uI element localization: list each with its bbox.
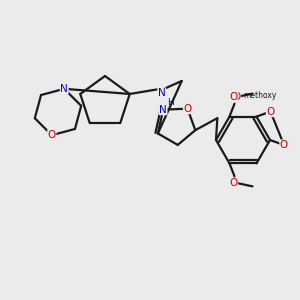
Text: O: O [232, 92, 241, 102]
Text: N: N [159, 105, 167, 115]
Text: methoxy: methoxy [244, 91, 277, 100]
Text: N: N [158, 88, 166, 98]
Text: O: O [280, 140, 288, 150]
Text: N: N [60, 84, 68, 94]
Text: O: O [266, 106, 274, 117]
Text: O: O [230, 92, 238, 102]
Text: O: O [183, 103, 192, 114]
Text: H: H [167, 98, 173, 107]
Text: O: O [48, 130, 56, 140]
Text: O: O [230, 178, 238, 188]
